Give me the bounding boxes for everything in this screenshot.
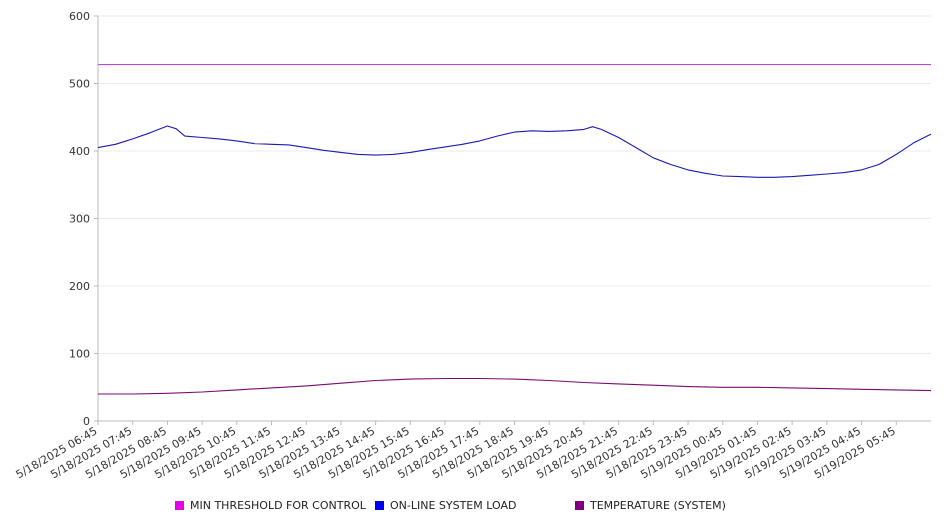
x-axis-ticks: 5/18/2025 06:455/18/2025 07:455/18/2025 … <box>14 421 898 481</box>
y-tick-label: 200 <box>69 280 90 293</box>
legend-item-online-load: ON-LINE SYSTEM LOAD <box>375 499 516 512</box>
y-axis-ticks: 0 100 200 300 400 500 600 <box>69 10 98 428</box>
y-tick-label: 400 <box>69 145 90 158</box>
legend-item-temperature: TEMPERATURE (SYSTEM) <box>575 499 726 512</box>
legend: MIN THRESHOLD FOR CONTROL ON-LINE SYSTEM… <box>0 499 946 513</box>
legend-label-online-load: ON-LINE SYSTEM LOAD <box>390 499 517 512</box>
legend-label-min-threshold: MIN THRESHOLD FOR CONTROL <box>190 499 366 512</box>
y-tick-label: 600 <box>69 10 90 23</box>
legend-swatch-temperature <box>575 501 584 510</box>
legend-item-min-threshold: MIN THRESHOLD FOR CONTROL <box>175 499 366 512</box>
y-tick-label: 100 <box>69 348 90 361</box>
y-tick-label: 300 <box>69 213 90 226</box>
legend-swatch-online-load <box>375 501 384 510</box>
line-online-system-load <box>97 125 932 178</box>
y-tick-label: 0 <box>83 415 90 428</box>
grid-lines <box>98 15 931 354</box>
y-tick-label: 500 <box>69 78 90 91</box>
legend-label-temperature: TEMPERATURE (SYSTEM) <box>590 499 726 512</box>
legend-swatch-min-threshold <box>175 501 184 510</box>
line-temperature <box>98 377 932 395</box>
series-lines <box>97 64 932 395</box>
